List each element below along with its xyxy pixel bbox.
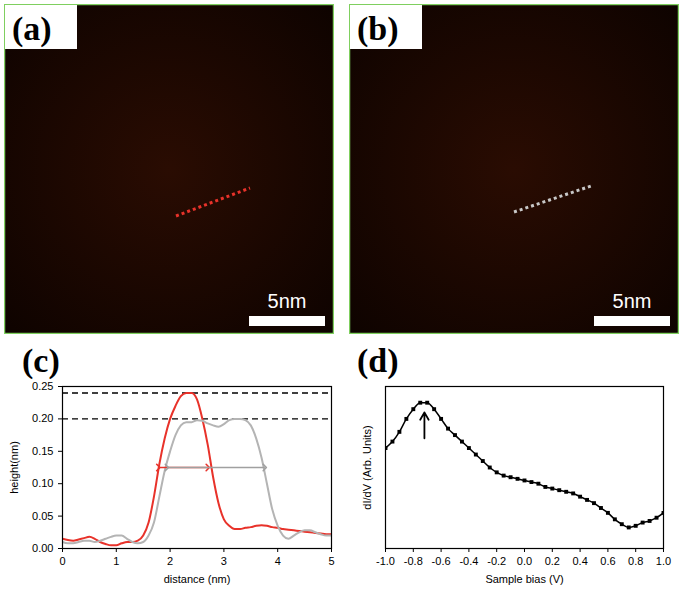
svg-text:0.6: 0.6	[600, 555, 615, 567]
svg-text:1.0: 1.0	[656, 555, 671, 567]
svg-text:3: 3	[221, 555, 227, 567]
svg-text:0.0: 0.0	[517, 555, 532, 567]
svg-text:(b): (b)	[357, 10, 399, 48]
svg-text:0.2: 0.2	[545, 555, 560, 567]
svg-text:5nm: 5nm	[613, 290, 652, 312]
svg-text:-0.6: -0.6	[432, 555, 451, 567]
svg-text:5: 5	[328, 555, 334, 567]
svg-text:1: 1	[113, 555, 119, 567]
svg-text:4: 4	[275, 555, 281, 567]
svg-text:0.10: 0.10	[32, 477, 53, 489]
svg-text:dI/dV (Arb. Units): dI/dV (Arb. Units)	[361, 425, 373, 509]
html-text:(c): (c)	[22, 342, 60, 379]
svg-text:0.8: 0.8	[628, 555, 643, 567]
svg-text:2: 2	[167, 555, 173, 567]
svg-text:0.25: 0.25	[32, 380, 53, 392]
html-text:(d): (d)	[357, 342, 399, 379]
svg-text:(a): (a)	[12, 10, 52, 48]
svg-text:5nm: 5nm	[268, 290, 307, 312]
svg-text:0.4: 0.4	[572, 555, 587, 567]
svg-text:0.15: 0.15	[32, 445, 53, 457]
svg-text:distance (nm): distance (nm)	[164, 573, 231, 585]
svg-text:0.20: 0.20	[32, 412, 53, 424]
svg-text:0.05: 0.05	[32, 510, 53, 522]
svg-text:-0.4: -0.4	[459, 555, 478, 567]
svg-text:height(nm): height(nm)	[8, 441, 20, 494]
svg-text:0: 0	[59, 555, 65, 567]
svg-text:-1.0: -1.0	[376, 555, 395, 567]
svg-text:Sample bias (V): Sample bias (V)	[485, 573, 563, 585]
svg-text:-0.8: -0.8	[404, 555, 423, 567]
svg-text:-0.2: -0.2	[487, 555, 506, 567]
svg-text:0.00: 0.00	[32, 542, 53, 554]
